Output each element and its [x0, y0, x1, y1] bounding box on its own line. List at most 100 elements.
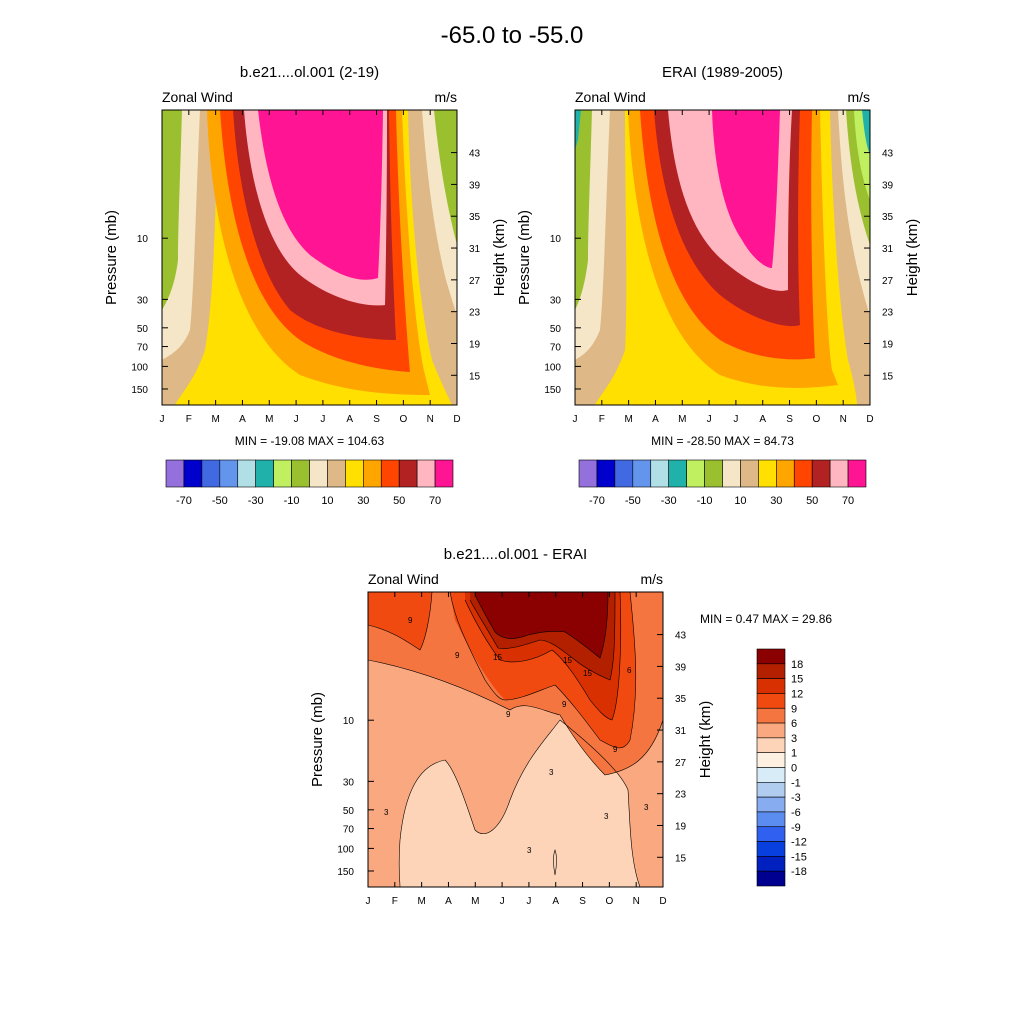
y-tick-label: 70 [343, 825, 355, 836]
colorbar-label: 12 [791, 688, 803, 700]
y-tick-label: 50 [343, 806, 355, 817]
y-axis-title: Pressure (mb) [309, 692, 326, 787]
colorbar-label: -6 [791, 807, 801, 819]
colorbar-swatch [380, 459, 400, 488]
plot-frame [367, 591, 664, 888]
colorbar-label: -50 [212, 495, 228, 507]
colorbar: -70 -50 -30 -10 10 30 50 70 [165, 459, 454, 507]
x-tick-label: A [445, 896, 452, 907]
colorbar-label: -70 [176, 495, 192, 507]
x-tick-label: M [471, 896, 479, 907]
x-tick-label: F [599, 414, 605, 425]
units-label: m/s [847, 89, 870, 105]
colorbar-label: -18 [791, 866, 807, 878]
x-tick-label: M [678, 414, 686, 425]
x-tick-label: O [605, 896, 613, 907]
x-tick-label: J [320, 414, 325, 425]
colorbar-swatch [398, 459, 418, 488]
y-tick-label: 150 [544, 385, 561, 396]
colorbar-label: -12 [791, 837, 807, 849]
y2-tick-label: 23 [882, 308, 894, 319]
y-axis-title: Pressure (mb) [103, 210, 120, 305]
x-tick-label: D [453, 414, 460, 425]
colorbar-label: 10 [321, 495, 333, 507]
colorbar-swatch [829, 459, 849, 488]
contour-line-1 [553, 849, 557, 876]
colorbar-label: -10 [697, 495, 713, 507]
band-neg10-left [575, 110, 592, 310]
x-tick-label: J [707, 414, 712, 425]
colorbar-swatch [165, 459, 185, 488]
y2-axis-title: Height (km) [904, 219, 921, 297]
min-max-stats: MIN = -28.50 MAX = 84.73 [651, 434, 794, 448]
colorbar-swatch [273, 459, 292, 488]
x-tick-label: D [659, 896, 666, 907]
colorbar-label: 10 [734, 495, 746, 507]
y2-axis-title: Height (km) [697, 701, 714, 779]
x-tick-label: S [579, 896, 586, 907]
colorbar-swatch [756, 811, 786, 828]
colorbar-swatch [201, 459, 221, 488]
y2-tick-label: 15 [675, 853, 687, 864]
colorbar-swatch [847, 459, 867, 488]
x-tick-label: A [239, 414, 246, 425]
y-axis-title: Pressure (mb) [516, 210, 533, 305]
variable-label: Zonal Wind [575, 89, 646, 105]
colorbar-swatch [776, 459, 795, 488]
contour-labels: 9 9 9 15 15 9 15 9 6 3 3 3 3 3 [384, 616, 649, 855]
y-tick-label: 150 [131, 385, 148, 396]
colorbar-label: -30 [248, 495, 264, 507]
x-tick-label: M [417, 896, 425, 907]
colorbar-label: 30 [357, 495, 369, 507]
colorbar: 18 15 12 9 6 3 1 0 -1 -3 -6 -9 -12 -15 -18 [756, 648, 807, 887]
colorbar-swatch [756, 678, 786, 694]
colorbar-swatch [756, 841, 786, 857]
contour-label: 3 [549, 768, 554, 777]
colorbar-swatch [756, 782, 786, 798]
x-tick-label: A [759, 414, 766, 425]
colorbar-swatch [632, 459, 652, 488]
y2-tick-label: 35 [469, 212, 481, 223]
y2-tick-label: 35 [675, 694, 687, 705]
colorbar-swatch [578, 459, 598, 488]
colorbar-label: -30 [661, 495, 677, 507]
y-tick-label: 70 [550, 343, 562, 354]
x-tick-label: N [633, 896, 640, 907]
band-neg10-left [162, 110, 182, 310]
x-tick-label: A [346, 414, 353, 425]
band-9-tongue-left [368, 592, 432, 650]
colorbar-swatch [793, 459, 813, 488]
contour-line-15 [469, 592, 616, 681]
contour-label: 9 [613, 745, 618, 754]
y-tick-label: 10 [343, 716, 355, 727]
colorbar-label: -15 [791, 851, 807, 863]
band-18 [476, 592, 608, 658]
y-tick-label: 70 [137, 343, 149, 354]
colorbar-swatch [291, 459, 310, 488]
colorbar-swatch [345, 459, 364, 488]
variable-label: Zonal Wind [368, 571, 439, 587]
colorbar-swatch [756, 722, 786, 739]
x-tick-label: O [399, 414, 407, 425]
colorbar-swatch [219, 459, 239, 488]
x-tick-label: N [840, 414, 847, 425]
colorbar-swatch [756, 648, 786, 665]
y-tick-label: 50 [550, 324, 562, 335]
contour-label: 15 [563, 656, 572, 665]
contour-label: 9 [562, 700, 567, 709]
colorbar-label: -50 [625, 495, 641, 507]
min-max-stats: MIN = 0.47 MAX = 29.86 [700, 612, 832, 626]
colorbar-label: 70 [842, 495, 854, 507]
colorbar-label: 9 [791, 703, 797, 715]
y2-tick-label: 19 [675, 821, 687, 832]
x-tick-label: S [786, 414, 793, 425]
y2-axis-title: Height (km) [491, 219, 508, 297]
x-tick-label: J [733, 414, 738, 425]
y2-tick-label: 27 [882, 276, 894, 287]
variable-label: Zonal Wind [162, 89, 233, 105]
contour-field [368, 592, 663, 887]
y2-tick-label: 15 [469, 371, 481, 382]
x-tick-label: M [211, 414, 219, 425]
y-tick-label: 100 [337, 844, 354, 855]
